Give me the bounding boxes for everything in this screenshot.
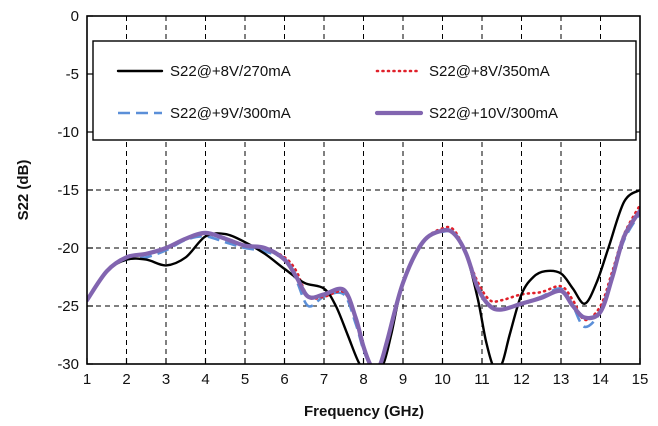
legend-item-s22-10v-300ma: S22@+10V/300mA (374, 105, 558, 122)
series-lines (87, 188, 640, 364)
x-tick-label: 12 (513, 371, 530, 388)
x-tick-label: 5 (241, 371, 249, 388)
x-tick-label: 9 (399, 371, 407, 388)
legend: S22@+8V/270mA S22@+8V/350mA S22@+9V/300m… (92, 40, 637, 141)
x-tick-label: 13 (553, 371, 570, 388)
x-axis-ticks: 1 2 3 4 5 6 7 8 9 10 11 12 13 14 15 (83, 358, 649, 388)
series-line-2 (87, 212, 640, 364)
legend-label: S22@+10V/300mA (429, 105, 558, 122)
x-tick-label: 6 (280, 371, 288, 388)
legend-label: S22@+8V/350mA (429, 63, 550, 80)
legend-label: S22@+9V/300mA (170, 105, 291, 122)
x-tick-label: 3 (162, 371, 170, 388)
legend-label: S22@+8V/270mA (170, 63, 291, 80)
legend-item-s22-8v-350ma: S22@+8V/350mA (375, 63, 550, 80)
x-tick-label: 8 (359, 371, 367, 388)
x-tick-label: 15 (632, 371, 649, 388)
x-tick-label: 2 (122, 371, 130, 388)
y-axis-ticks: 0 -5 -10 -15 -20 -25 -30 (57, 8, 93, 373)
legend-item-s22-9v-300ma: S22@+9V/300mA (118, 105, 291, 122)
x-tick-label: 7 (320, 371, 328, 388)
x-tick-label: 11 (474, 371, 490, 388)
y-tick-label: -25 (57, 298, 79, 315)
y-axis-title: S22 (dB) (15, 160, 32, 221)
y-tick-label: -30 (57, 356, 79, 373)
y-tick-label: 0 (71, 8, 79, 25)
x-axis-title: Frequency (GHz) (304, 403, 424, 420)
y-tick-label: -20 (57, 240, 79, 257)
series-line-3 (87, 208, 640, 364)
x-tick-label: 14 (592, 371, 609, 388)
x-tick-label: 10 (434, 371, 451, 388)
x-tick-label: 1 (83, 371, 91, 388)
y-tick-label: -10 (57, 124, 79, 141)
legend-box (92, 40, 637, 141)
x-tick-label: 4 (201, 371, 209, 388)
y-tick-label: -15 (57, 182, 79, 199)
legend-item-s22-8v-270ma: S22@+8V/270mA (116, 63, 291, 80)
y-tick-label: -5 (66, 66, 79, 83)
